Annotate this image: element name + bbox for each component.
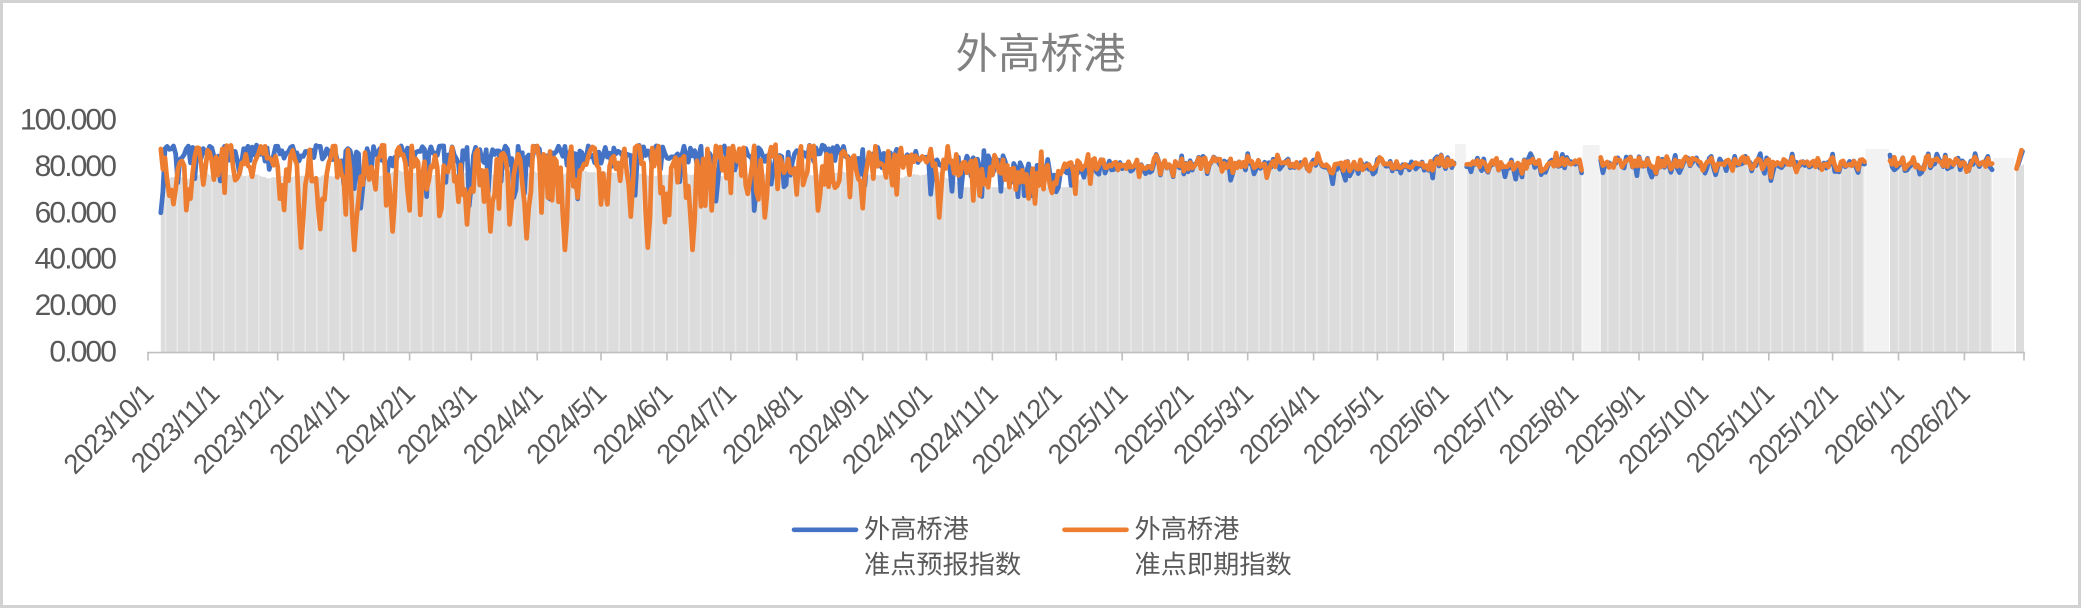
svg-text:20.000: 20.000 — [35, 289, 117, 322]
svg-text:40.000: 40.000 — [35, 243, 117, 276]
svg-text:100.000: 100.000 — [20, 104, 116, 137]
svg-text:80.000: 80.000 — [35, 150, 117, 183]
svg-text:0.000: 0.000 — [49, 336, 116, 369]
svg-text:60.000: 60.000 — [35, 196, 117, 229]
